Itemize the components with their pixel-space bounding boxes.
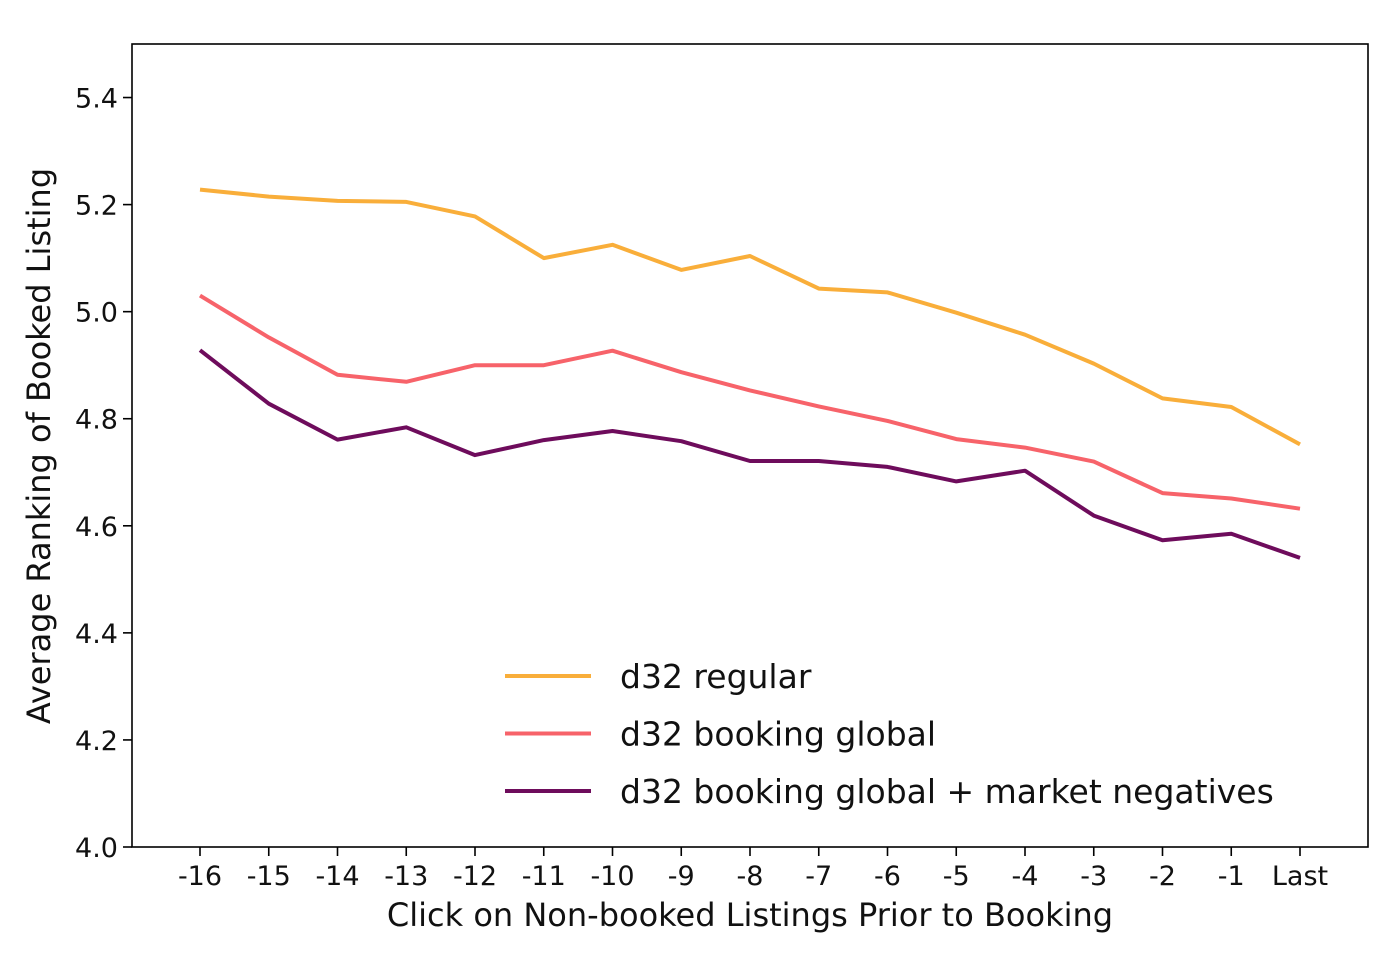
y-tick-label: 4.8	[75, 405, 118, 436]
series-lines	[198, 187, 1301, 560]
y-tick-label: 4.4	[75, 619, 118, 650]
x-tick-label: Last	[1272, 861, 1328, 892]
x-tick-label: -12	[453, 861, 497, 892]
x-tick-label: -3	[1080, 861, 1107, 892]
y-tick-label: 4.6	[75, 512, 118, 543]
x-axis-label: Click on Non-booked Listings Prior to Bo…	[387, 896, 1113, 934]
series-line-3	[198, 348, 1301, 560]
x-tick-label: -10	[590, 861, 634, 892]
legend-label: d32 booking global + market negatives	[620, 772, 1274, 811]
legend-label: d32 booking global	[620, 715, 936, 754]
x-tick-label: -4	[1012, 861, 1039, 892]
x-tick-label: -1	[1218, 861, 1245, 892]
x-tick-label: -13	[384, 861, 428, 892]
x-axis: -16 -15 -14 -13 -12 -11 -10 -9 -8 -7 -6 -5 -4 -3 -2 -1 L…	[178, 847, 1328, 892]
x-tick-label: -7	[805, 861, 832, 892]
x-tick-label: -5	[943, 861, 970, 892]
y-tick-label: 5.2	[75, 191, 118, 222]
y-tick-label: 5.4	[75, 84, 118, 115]
x-tick-label: -2	[1149, 861, 1176, 892]
y-tick-label: 5.0	[75, 298, 118, 329]
x-tick-label: -14	[315, 861, 359, 892]
legend: d32 regular d32 booking global d32 booking…	[505, 657, 1274, 811]
series-line-2	[198, 293, 1301, 511]
x-tick-label: -16	[178, 861, 222, 892]
y-tick-label: 4.2	[75, 726, 118, 757]
x-tick-label: -15	[247, 861, 291, 892]
y-axis-label: Average Ranking of Booked Listing	[20, 168, 58, 724]
series-line-1	[199, 187, 1301, 447]
y-axis: 4.0 4.2 4.4 4.6 4.8 5.0 5.2 5.4	[75, 84, 132, 864]
x-tick-label: -11	[522, 861, 566, 892]
x-tick-label: -9	[668, 861, 695, 892]
x-tick-label: -6	[874, 861, 901, 892]
legend-label: d32 regular	[620, 657, 812, 696]
x-tick-label: -8	[737, 861, 764, 892]
y-tick-label: 4.0	[75, 833, 118, 864]
